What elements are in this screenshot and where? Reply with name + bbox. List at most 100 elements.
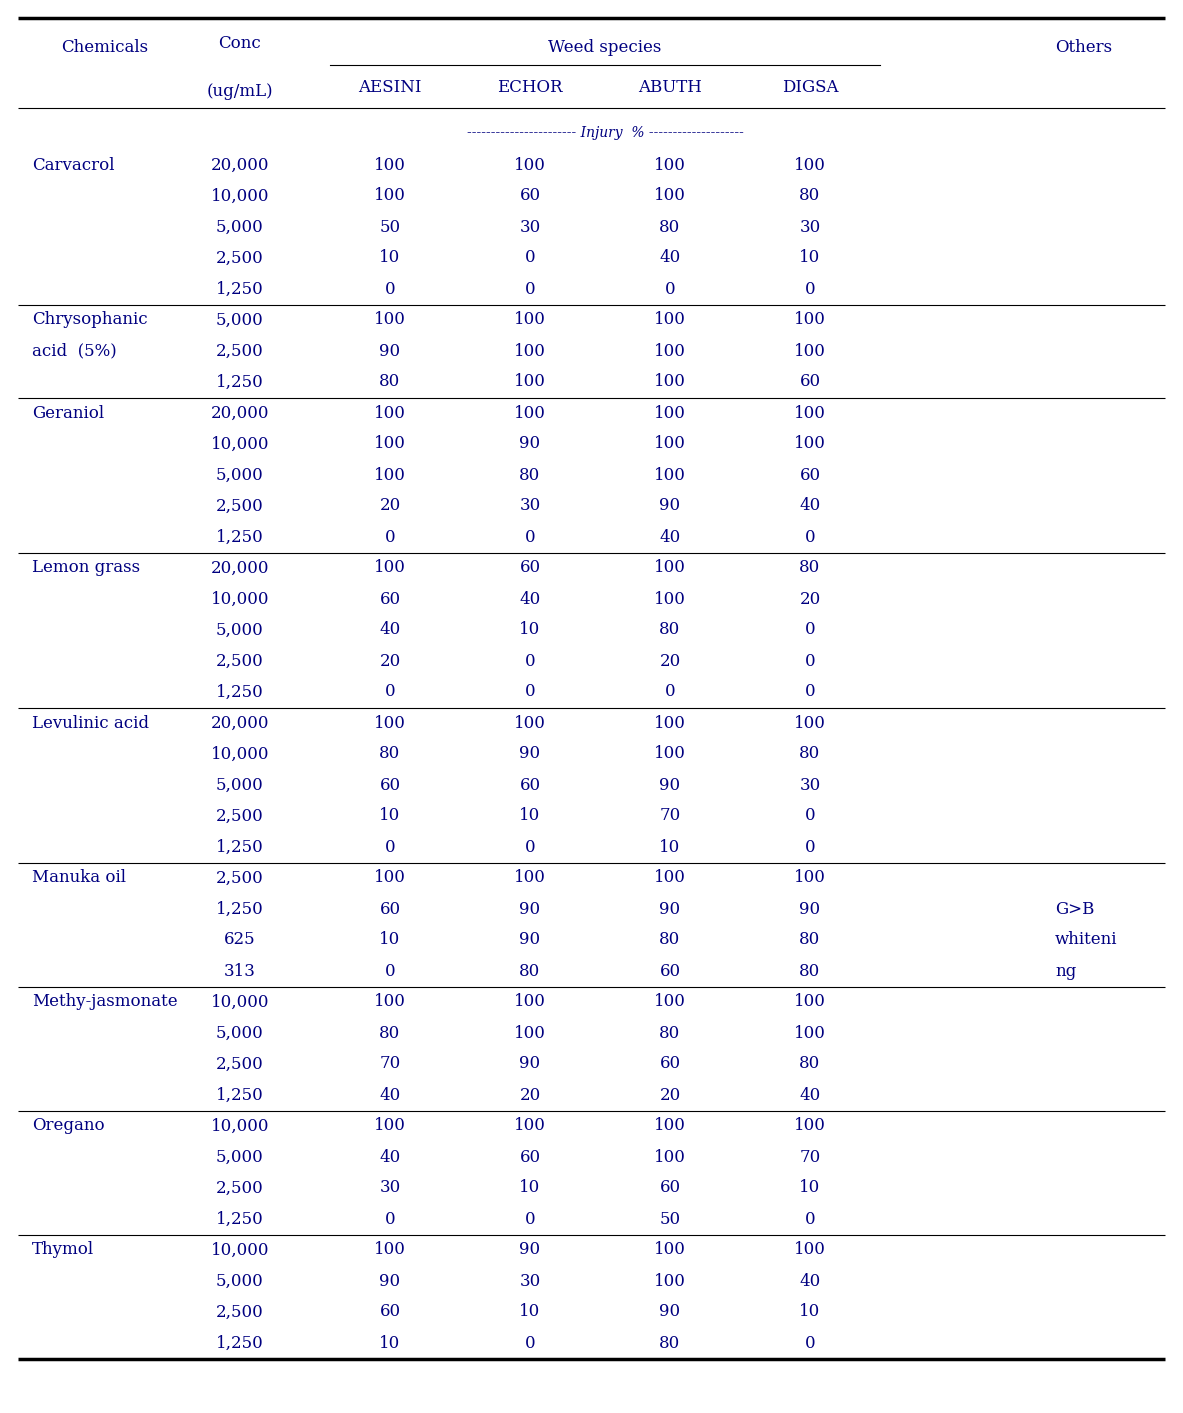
Text: 100: 100 bbox=[654, 746, 686, 763]
Text: ECHOR: ECHOR bbox=[497, 79, 563, 96]
Text: 100: 100 bbox=[515, 1024, 545, 1041]
Text: 100: 100 bbox=[654, 404, 686, 421]
Text: 100: 100 bbox=[794, 1024, 826, 1041]
Text: 90: 90 bbox=[519, 900, 541, 917]
Text: 80: 80 bbox=[659, 219, 680, 236]
Text: 30: 30 bbox=[800, 219, 821, 236]
Text: 80: 80 bbox=[380, 373, 401, 390]
Text: 40: 40 bbox=[659, 528, 680, 545]
Text: 2,500: 2,500 bbox=[216, 250, 264, 267]
Text: 80: 80 bbox=[659, 1334, 680, 1351]
Text: 0: 0 bbox=[384, 528, 395, 545]
Text: 80: 80 bbox=[519, 466, 541, 483]
Text: 0: 0 bbox=[525, 528, 536, 545]
Text: 2,500: 2,500 bbox=[216, 1180, 264, 1197]
Text: 100: 100 bbox=[515, 404, 545, 421]
Text: 0: 0 bbox=[525, 684, 536, 701]
Text: 0: 0 bbox=[384, 838, 395, 855]
Text: 10: 10 bbox=[659, 838, 680, 855]
Text: 5,000: 5,000 bbox=[216, 622, 264, 639]
Text: 70: 70 bbox=[800, 1149, 821, 1166]
Text: 100: 100 bbox=[654, 466, 686, 483]
Text: 0: 0 bbox=[525, 838, 536, 855]
Text: 60: 60 bbox=[380, 1304, 401, 1321]
Text: 0: 0 bbox=[804, 622, 815, 639]
Text: 60: 60 bbox=[659, 962, 680, 979]
Text: Methy-jasmonate: Methy-jasmonate bbox=[32, 993, 177, 1010]
Text: G>B: G>B bbox=[1055, 900, 1094, 917]
Text: 70: 70 bbox=[659, 807, 680, 825]
Text: 1,250: 1,250 bbox=[216, 281, 264, 298]
Text: 80: 80 bbox=[800, 962, 821, 979]
Text: 100: 100 bbox=[374, 188, 406, 205]
Text: 10: 10 bbox=[800, 1304, 821, 1321]
Text: 90: 90 bbox=[519, 1242, 541, 1259]
Text: 40: 40 bbox=[380, 622, 401, 639]
Text: 80: 80 bbox=[800, 931, 821, 948]
Text: 10: 10 bbox=[380, 807, 401, 825]
Text: 2,500: 2,500 bbox=[216, 653, 264, 670]
Text: 1,250: 1,250 bbox=[216, 684, 264, 701]
Text: 90: 90 bbox=[519, 931, 541, 948]
Text: 90: 90 bbox=[380, 342, 401, 359]
Text: Chrysophanic: Chrysophanic bbox=[32, 311, 148, 328]
Text: 60: 60 bbox=[519, 777, 541, 794]
Text: 90: 90 bbox=[519, 1056, 541, 1072]
Text: 100: 100 bbox=[654, 993, 686, 1010]
Text: (ug/mL): (ug/mL) bbox=[207, 82, 273, 99]
Text: Oregano: Oregano bbox=[32, 1118, 104, 1135]
Text: 90: 90 bbox=[800, 900, 821, 917]
Text: 0: 0 bbox=[665, 684, 675, 701]
Text: 0: 0 bbox=[804, 807, 815, 825]
Text: 2,500: 2,500 bbox=[216, 1056, 264, 1072]
Text: 5,000: 5,000 bbox=[216, 219, 264, 236]
Text: 50: 50 bbox=[659, 1211, 680, 1228]
Text: 80: 80 bbox=[659, 1024, 680, 1041]
Text: 80: 80 bbox=[380, 1024, 401, 1041]
Text: 0: 0 bbox=[384, 1211, 395, 1228]
Text: 100: 100 bbox=[374, 715, 406, 732]
Text: 90: 90 bbox=[659, 1304, 680, 1321]
Text: 10: 10 bbox=[519, 1304, 541, 1321]
Text: 1,250: 1,250 bbox=[216, 528, 264, 545]
Text: 20,000: 20,000 bbox=[211, 157, 270, 174]
Text: 60: 60 bbox=[380, 900, 401, 917]
Text: 10: 10 bbox=[800, 1180, 821, 1197]
Text: 40: 40 bbox=[800, 497, 821, 514]
Text: 100: 100 bbox=[515, 869, 545, 886]
Text: 80: 80 bbox=[800, 188, 821, 205]
Text: 100: 100 bbox=[515, 157, 545, 174]
Text: 100: 100 bbox=[374, 157, 406, 174]
Text: 100: 100 bbox=[374, 466, 406, 483]
Text: 100: 100 bbox=[654, 560, 686, 577]
Text: 100: 100 bbox=[374, 311, 406, 328]
Text: 100: 100 bbox=[374, 404, 406, 421]
Text: 70: 70 bbox=[380, 1056, 401, 1072]
Text: 60: 60 bbox=[800, 373, 821, 390]
Text: 90: 90 bbox=[659, 497, 680, 514]
Text: 5,000: 5,000 bbox=[216, 1024, 264, 1041]
Text: Levulinic acid: Levulinic acid bbox=[32, 715, 149, 732]
Text: 5,000: 5,000 bbox=[216, 466, 264, 483]
Text: 100: 100 bbox=[794, 1118, 826, 1135]
Text: 20: 20 bbox=[659, 1087, 680, 1104]
Text: DIGSA: DIGSA bbox=[782, 79, 839, 96]
Text: 90: 90 bbox=[519, 435, 541, 452]
Text: 20,000: 20,000 bbox=[211, 560, 270, 577]
Text: 100: 100 bbox=[654, 188, 686, 205]
Text: 1,250: 1,250 bbox=[216, 1087, 264, 1104]
Text: 10: 10 bbox=[380, 1334, 401, 1351]
Text: Geraniol: Geraniol bbox=[32, 404, 104, 421]
Text: 0: 0 bbox=[525, 653, 536, 670]
Text: 0: 0 bbox=[804, 684, 815, 701]
Text: 10: 10 bbox=[519, 1180, 541, 1197]
Text: 313: 313 bbox=[224, 962, 256, 979]
Text: 10: 10 bbox=[519, 622, 541, 639]
Text: 30: 30 bbox=[519, 1273, 541, 1290]
Text: 10,000: 10,000 bbox=[211, 188, 270, 205]
Text: 100: 100 bbox=[374, 1242, 406, 1259]
Text: 20: 20 bbox=[380, 497, 401, 514]
Text: 100: 100 bbox=[794, 342, 826, 359]
Text: 1,250: 1,250 bbox=[216, 373, 264, 390]
Text: 0: 0 bbox=[804, 1334, 815, 1351]
